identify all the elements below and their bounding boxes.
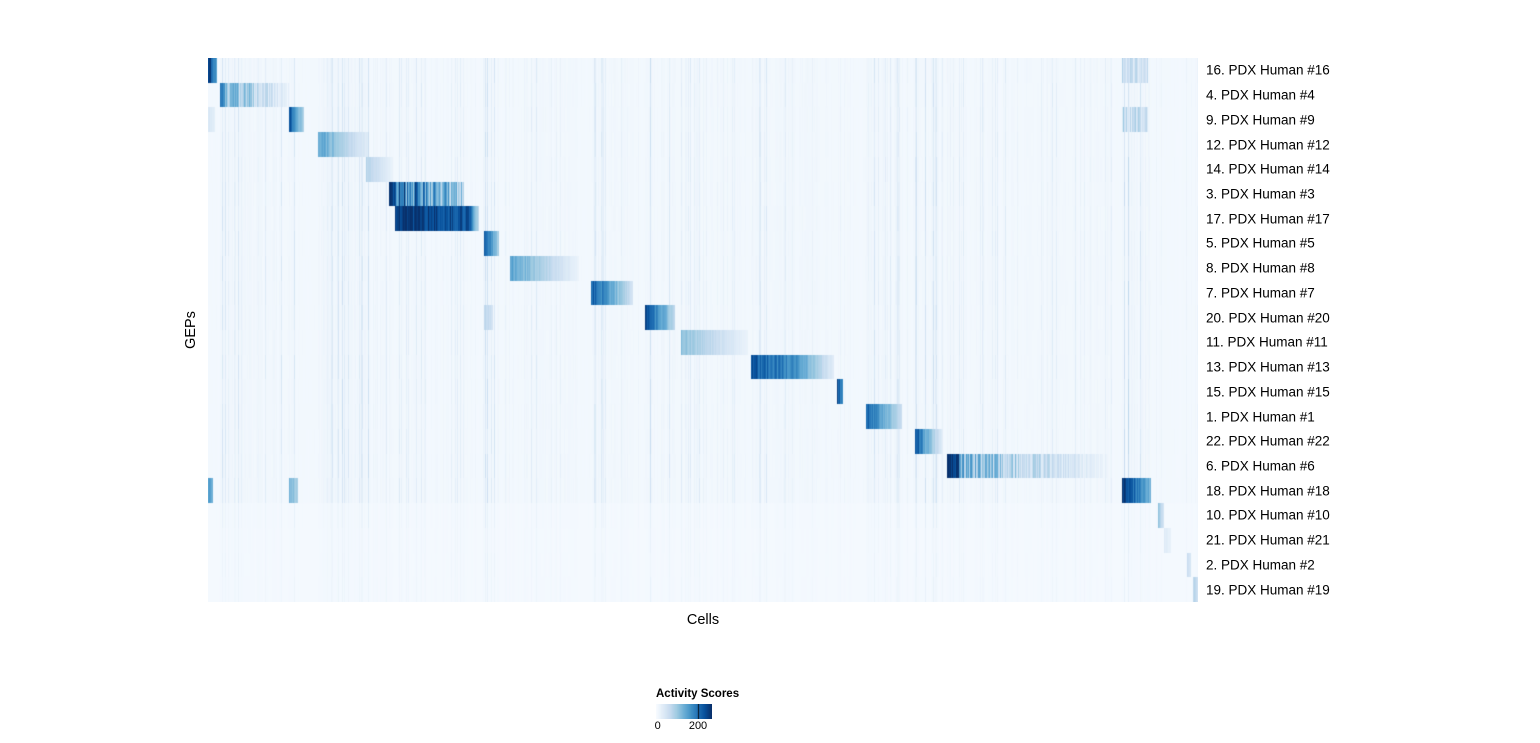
row-label: 4. PDX Human #4 bbox=[1206, 87, 1315, 103]
row-labels: 16. PDX Human #16 4. PDX Human #4 9. PDX H… bbox=[1206, 58, 1436, 602]
row-label: 19. PDX Human #19 bbox=[1206, 581, 1330, 597]
row-label: 2. PDX Human #2 bbox=[1206, 557, 1315, 573]
row-label: 18. PDX Human #18 bbox=[1206, 482, 1330, 498]
row-label: 3. PDX Human #3 bbox=[1206, 186, 1315, 202]
row-label: 17. PDX Human #17 bbox=[1206, 210, 1330, 226]
row-label: 20. PDX Human #20 bbox=[1206, 309, 1330, 325]
colorbar: 0 200 bbox=[654, 704, 712, 734]
row-label: 16. PDX Human #16 bbox=[1206, 62, 1330, 78]
row-label: 5. PDX Human #5 bbox=[1206, 235, 1315, 251]
row-label: 11. PDX Human #11 bbox=[1206, 334, 1328, 350]
row-label: 9. PDX Human #9 bbox=[1206, 112, 1315, 128]
x-axis-label: Cells bbox=[686, 612, 720, 628]
colorbar-tick-labels: 0 200 bbox=[654, 720, 712, 734]
colorbar-tick-label: 200 bbox=[688, 720, 708, 732]
row-label: 6. PDX Human #6 bbox=[1206, 458, 1315, 474]
row-label: 22. PDX Human #22 bbox=[1206, 433, 1330, 449]
row-label: 10. PDX Human #10 bbox=[1206, 507, 1330, 523]
legend-title: Activity Scores bbox=[656, 688, 740, 700]
row-label: 13. PDX Human #13 bbox=[1206, 359, 1330, 375]
colorbar-tick-label: 0 bbox=[654, 720, 661, 732]
row-label: 14. PDX Human #14 bbox=[1206, 161, 1330, 177]
row-label: 1. PDX Human #1 bbox=[1206, 408, 1315, 424]
row-label: 12. PDX Human #12 bbox=[1206, 136, 1330, 152]
colorbar-gradient bbox=[656, 704, 712, 719]
colorbar-legend: Activity Scores 0 200 bbox=[654, 688, 796, 734]
row-label: 15. PDX Human #15 bbox=[1206, 384, 1330, 400]
row-label: 8. PDX Human #8 bbox=[1206, 260, 1315, 276]
heatmap-canvas bbox=[208, 58, 1198, 602]
y-axis-label: GEPs bbox=[183, 311, 199, 349]
row-label: 21. PDX Human #21 bbox=[1206, 532, 1330, 548]
row-label: 7. PDX Human #7 bbox=[1206, 285, 1315, 301]
